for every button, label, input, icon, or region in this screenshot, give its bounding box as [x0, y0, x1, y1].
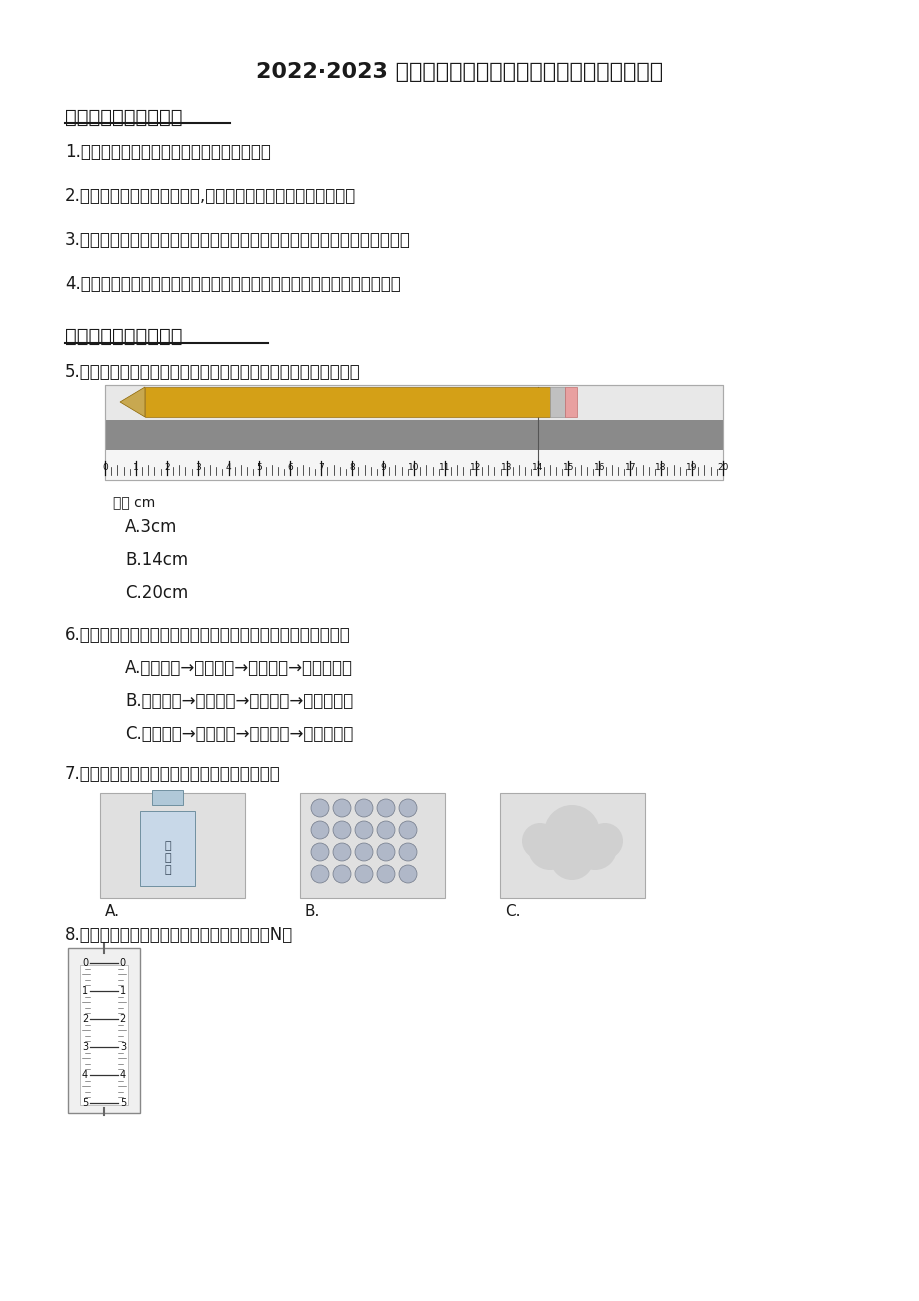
- Text: B.: B.: [305, 904, 320, 919]
- Bar: [152, 790, 183, 805]
- Text: 7.（３分）下列物体中，属于液体的是（　　）: 7.（３分）下列物体中，属于液体的是（ ）: [65, 765, 280, 783]
- Text: 4: 4: [119, 1069, 126, 1080]
- Text: 0: 0: [82, 958, 88, 968]
- Text: 2: 2: [82, 1013, 88, 1024]
- Bar: [105, 385, 722, 480]
- Circle shape: [311, 821, 329, 839]
- Text: 18: 18: [654, 463, 666, 472]
- Circle shape: [311, 799, 329, 817]
- Circle shape: [311, 843, 329, 861]
- Circle shape: [550, 837, 594, 879]
- Bar: [564, 386, 576, 418]
- Text: 10: 10: [408, 463, 419, 472]
- Circle shape: [521, 824, 558, 859]
- Text: 一、认真思考巧填空。: 一、认真思考巧填空。: [65, 108, 182, 127]
- Polygon shape: [119, 386, 145, 418]
- Text: 1: 1: [119, 986, 126, 997]
- Text: 15: 15: [562, 463, 573, 472]
- Text: C.切成碎片→高温熳化→制成纤维→制成统织品: C.切成碎片→高温熳化→制成纤维→制成统织品: [125, 725, 353, 743]
- Circle shape: [573, 826, 617, 870]
- Text: C.: C.: [505, 904, 520, 919]
- Circle shape: [311, 865, 329, 883]
- Circle shape: [377, 821, 394, 839]
- Text: 0: 0: [102, 463, 108, 472]
- Text: 20: 20: [717, 463, 728, 472]
- Text: 6: 6: [288, 463, 293, 472]
- Text: 4: 4: [225, 463, 232, 472]
- Bar: [100, 794, 244, 898]
- Text: 16: 16: [593, 463, 605, 472]
- Text: 2: 2: [119, 1013, 126, 1024]
- Text: B.14cm: B.14cm: [125, 552, 187, 569]
- Text: 6.（３分）废旧塑料回收利用，再生产成衣服的过程是（　　）: 6.（３分）废旧塑料回收利用，再生产成衣服的过程是（ ）: [65, 626, 350, 644]
- Circle shape: [355, 843, 372, 861]
- Circle shape: [399, 821, 416, 839]
- Text: A.: A.: [105, 904, 119, 919]
- Circle shape: [355, 799, 372, 817]
- Text: 17: 17: [624, 463, 635, 472]
- Circle shape: [399, 865, 416, 883]
- Text: 5: 5: [82, 1098, 88, 1108]
- Text: 7: 7: [318, 463, 323, 472]
- Text: 3: 3: [119, 1042, 126, 1053]
- Text: 9: 9: [380, 463, 386, 472]
- Bar: [105, 385, 722, 480]
- Text: B.切成碎片→制成纤维→高温熳化→制成统织品: B.切成碎片→制成纤维→高温熳化→制成统织品: [125, 692, 353, 710]
- Bar: [140, 811, 195, 886]
- Text: 饮
用
水: 饮 用 水: [165, 842, 171, 874]
- Circle shape: [333, 865, 351, 883]
- Text: 5.（３分）观察如图所示刻度尺，它的最大量程是。铅笔的长度是: 5.（３分）观察如图所示刻度尺，它的最大量程是。铅笔的长度是: [65, 363, 360, 381]
- Text: 2.（３分）测量温度的仪器是,温度的常用单位可用符号表示为。: 2.（３分）测量温度的仪器是,温度的常用单位可用符号表示为。: [65, 187, 356, 206]
- Text: 厘米 cm: 厘米 cm: [113, 496, 155, 510]
- Bar: [80, 965, 128, 1105]
- Text: 14: 14: [531, 463, 543, 472]
- Text: 19: 19: [686, 463, 698, 472]
- Bar: [68, 948, 140, 1112]
- Text: 1: 1: [133, 463, 139, 472]
- Text: 0: 0: [119, 958, 126, 968]
- Text: 2: 2: [164, 463, 169, 472]
- Text: 4.（３分）当物体放入水中时，它就受到了水对它向上托起的力，这就是。: 4.（３分）当物体放入水中时，它就受到了水对它向上托起的力，这就是。: [65, 275, 401, 293]
- Circle shape: [586, 824, 622, 859]
- Circle shape: [377, 865, 394, 883]
- Text: 3: 3: [195, 463, 200, 472]
- Text: 二、正确答案我会选。: 二、正确答案我会选。: [65, 327, 182, 346]
- Bar: [550, 386, 564, 418]
- Bar: [105, 420, 722, 480]
- Text: A.高温熳化→制成纤维→切成碎片→制成统织品: A.高温熳化→制成纤维→切成碎片→制成统织品: [125, 660, 353, 677]
- Circle shape: [333, 799, 351, 817]
- Bar: [145, 386, 550, 418]
- Bar: [300, 794, 445, 898]
- Text: 8.（３分）如图弹簧测力计的读数是（　　）N。: 8.（３分）如图弹簧测力计的读数是（ ）N。: [65, 926, 293, 945]
- Text: 2022·2023 学年山西省阳泉市三年级（上）期末科学试卷: 2022·2023 学年山西省阳泉市三年级（上）期末科学试卷: [256, 62, 663, 82]
- Bar: [499, 794, 644, 898]
- Text: 4: 4: [82, 1069, 88, 1080]
- Circle shape: [355, 821, 372, 839]
- Text: 13: 13: [501, 463, 512, 472]
- Circle shape: [333, 843, 351, 861]
- Text: 11: 11: [438, 463, 450, 472]
- Text: 3.（３分）在冬季地面结冰时，汽车轮胎上加防滑钉是为了增加轮胎和地面的: 3.（３分）在冬季地面结冰时，汽车轮胎上加防滑钉是为了增加轮胎和地面的: [65, 232, 411, 248]
- Circle shape: [399, 843, 416, 861]
- Text: A.3cm: A.3cm: [125, 518, 177, 536]
- Circle shape: [399, 799, 416, 817]
- Circle shape: [333, 821, 351, 839]
- Circle shape: [377, 799, 394, 817]
- Circle shape: [543, 805, 599, 861]
- Circle shape: [377, 843, 394, 861]
- Circle shape: [355, 865, 372, 883]
- Text: 5: 5: [119, 1098, 126, 1108]
- Text: 8: 8: [349, 463, 355, 472]
- Text: C.20cm: C.20cm: [125, 584, 188, 602]
- Circle shape: [528, 826, 572, 870]
- Text: 1: 1: [82, 986, 88, 997]
- Text: 12: 12: [470, 463, 481, 472]
- Bar: [105, 450, 722, 480]
- Text: 5: 5: [256, 463, 262, 472]
- Text: 1.（３分）物体占据空间的大小叫做物体的。: 1.（３分）物体占据空间的大小叫做物体的。: [65, 143, 270, 161]
- Text: 3: 3: [82, 1042, 88, 1053]
